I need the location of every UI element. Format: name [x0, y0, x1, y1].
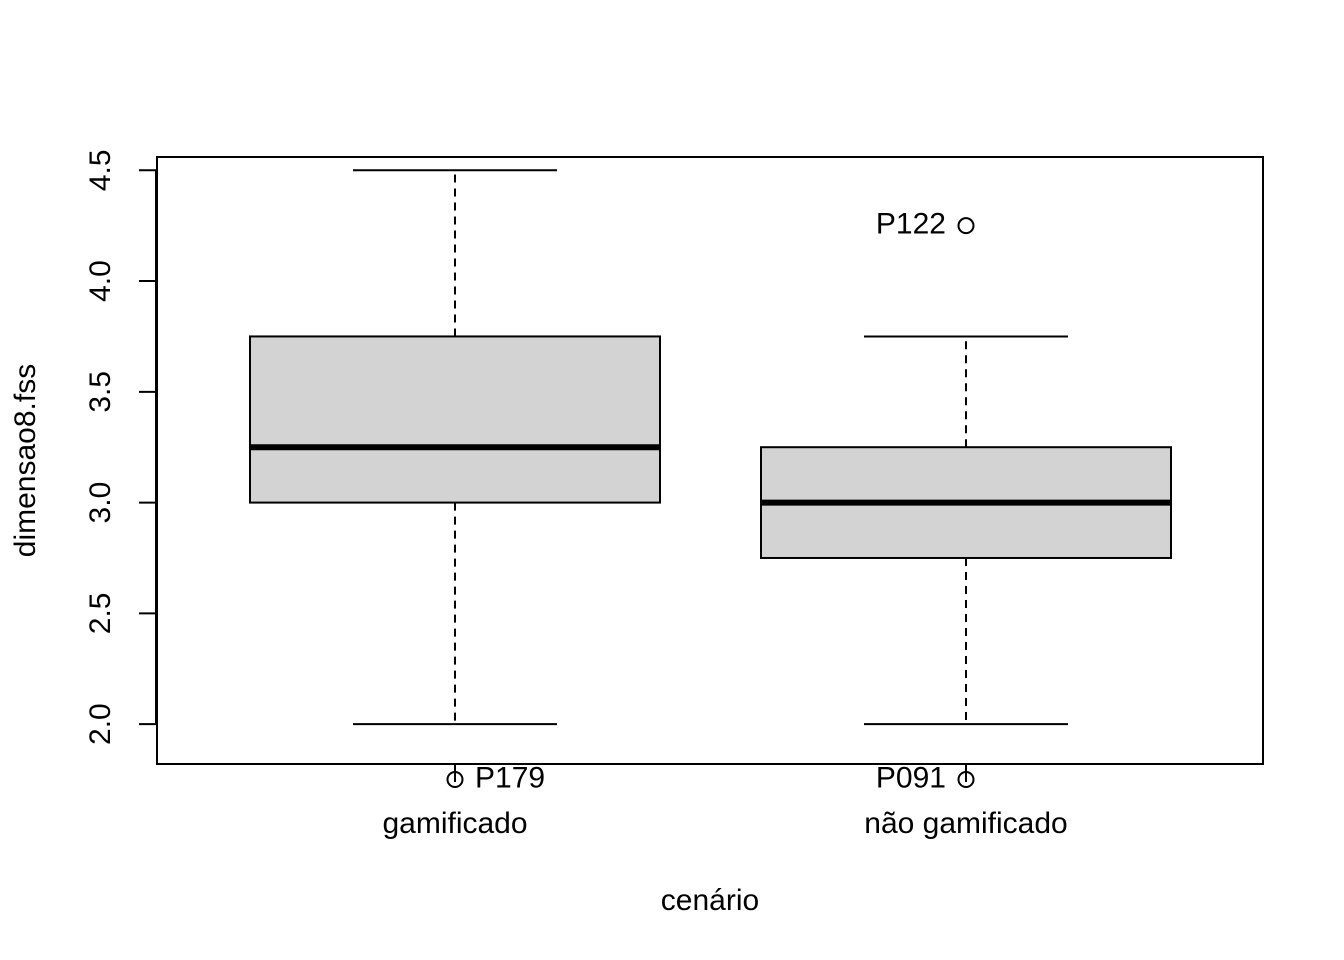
x-tick-label: não gamificado	[864, 807, 1067, 840]
outlier-label: P179	[475, 762, 545, 795]
outlier-label: P122	[876, 208, 946, 241]
outlier-point	[446, 771, 464, 789]
y-tick-label: 3.5	[84, 371, 117, 413]
x-axis: gamificado não gamificado	[382, 764, 1068, 840]
outlier-point	[957, 771, 975, 789]
outlier-label: P091	[876, 762, 946, 795]
y-tick-label: 2.5	[84, 592, 117, 634]
y-axis-label: dimensao8.fss	[9, 364, 42, 557]
y-tick-label: 3.0	[84, 482, 117, 524]
outlier-point	[957, 217, 975, 235]
box-iqr	[249, 335, 661, 504]
box-1: P179	[249, 169, 661, 795]
x-tick-label: gamificado	[382, 807, 527, 840]
y-axis: 2.0 2.5 3.0 3.5 4.0 4.5	[84, 149, 157, 745]
y-tick-label: 4.0	[84, 260, 117, 302]
boxes-group: P179 P122 P091	[249, 169, 1172, 795]
box-2: P122 P091	[760, 208, 1172, 795]
y-tick-label: 4.5	[84, 149, 117, 191]
x-axis-label: cenário	[661, 884, 759, 917]
y-tick-label: 2.0	[84, 703, 117, 745]
